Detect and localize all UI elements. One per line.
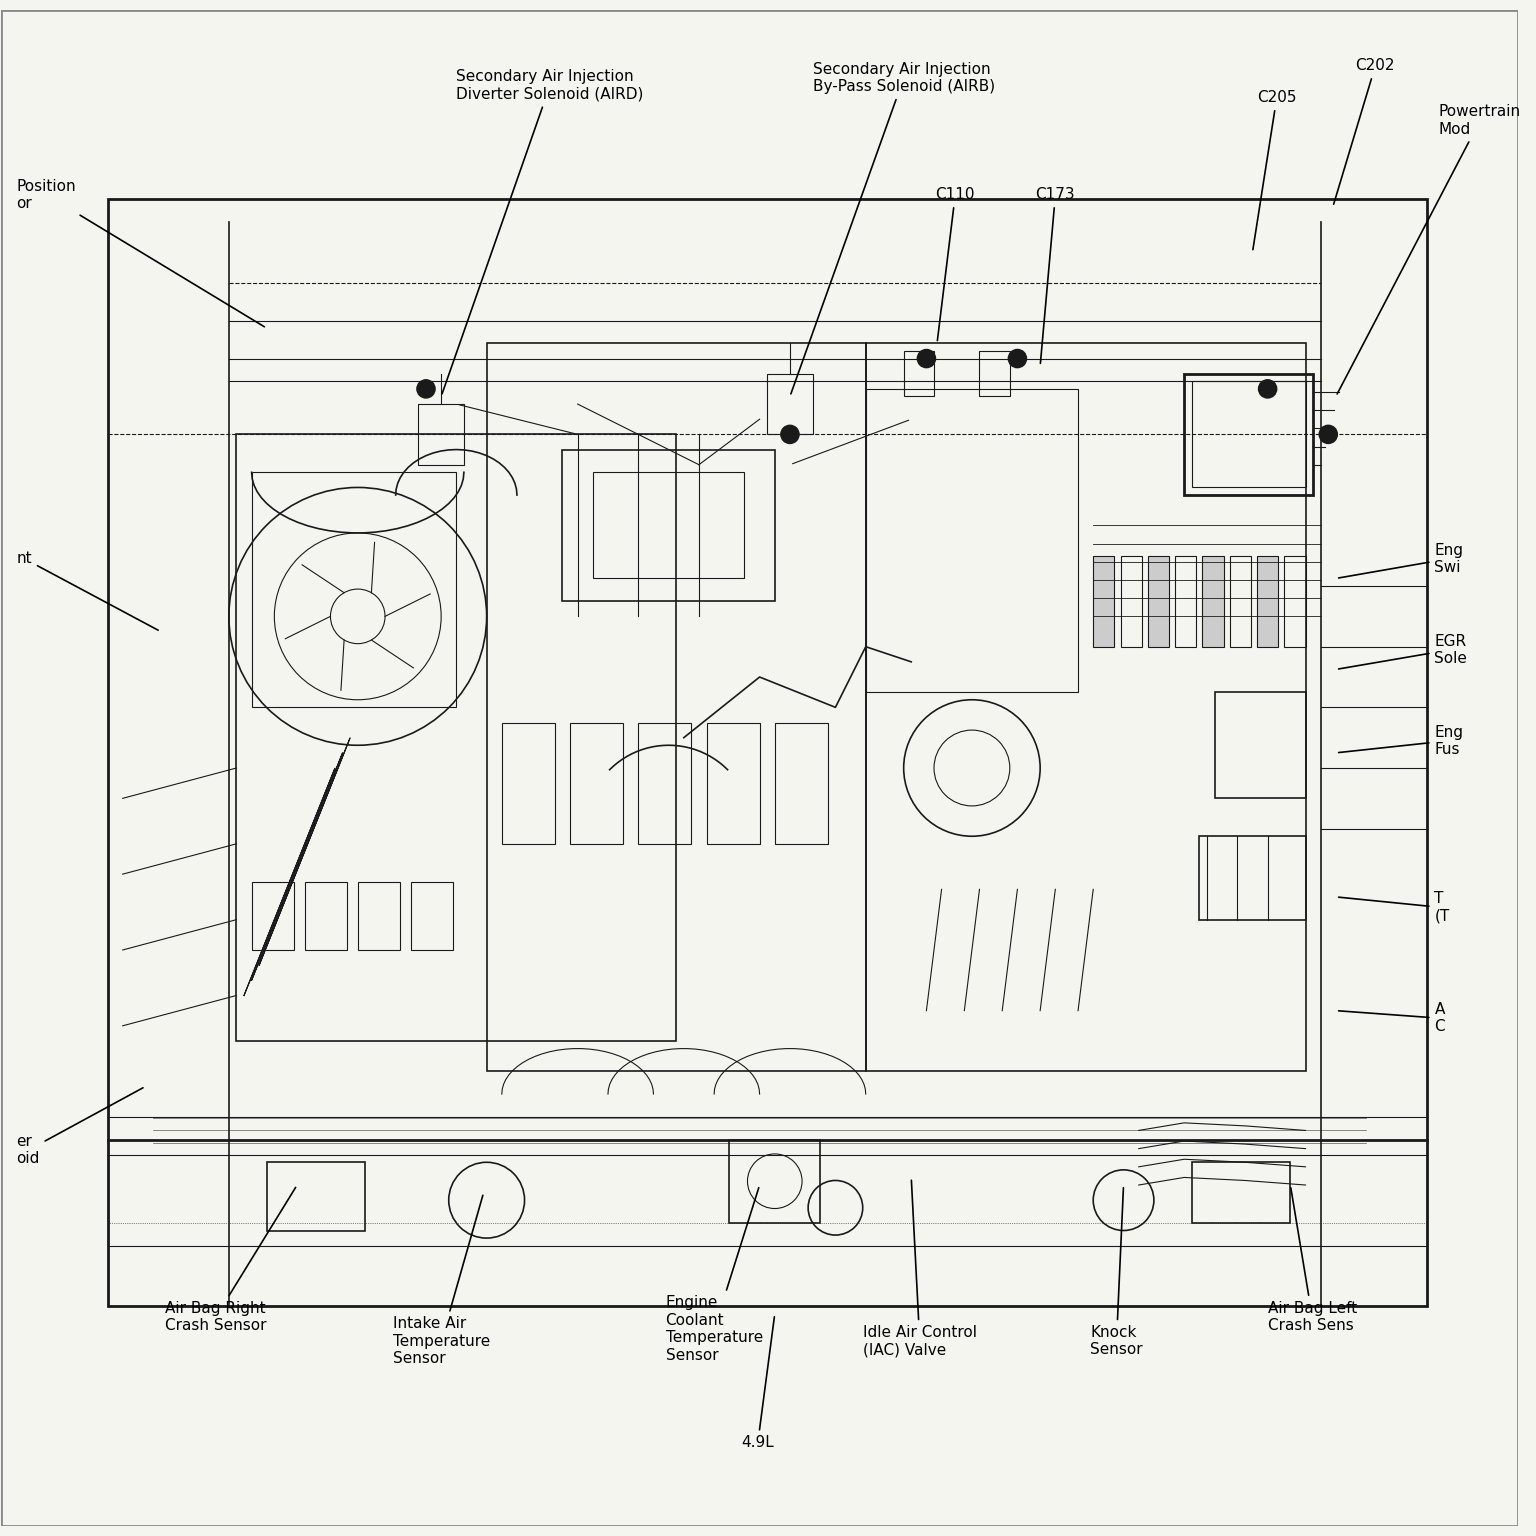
Bar — [766, 373, 813, 435]
Bar — [108, 200, 1427, 1306]
Bar — [487, 344, 866, 1071]
Text: Idle Air Control
(IAC) Valve: Idle Air Control (IAC) Valve — [863, 1180, 977, 1358]
Bar — [502, 722, 554, 843]
Bar — [1147, 556, 1169, 647]
Circle shape — [1008, 350, 1026, 367]
Bar — [252, 882, 293, 949]
Text: Secondary Air Injection
Diverter Solenoid (AIRD): Secondary Air Injection Diverter Solenoi… — [442, 69, 644, 393]
Bar — [866, 389, 1078, 693]
Bar — [1284, 556, 1306, 647]
Bar — [1192, 1163, 1290, 1223]
Text: Position
or: Position or — [17, 178, 264, 327]
Bar — [237, 435, 676, 1041]
Bar — [1094, 556, 1115, 647]
Circle shape — [416, 379, 435, 398]
Text: C205: C205 — [1253, 91, 1296, 250]
Text: Eng
Fus: Eng Fus — [1338, 725, 1464, 757]
Bar — [410, 882, 453, 949]
Text: A
C: A C — [1338, 1001, 1445, 1034]
Text: Air Bag Right
Crash Sensor: Air Bag Right Crash Sensor — [166, 1187, 295, 1333]
Bar — [1175, 556, 1197, 647]
Bar — [1215, 693, 1306, 799]
Bar — [1121, 556, 1141, 647]
Text: er
oid: er oid — [17, 1087, 143, 1166]
Text: C202: C202 — [1333, 58, 1395, 204]
Text: Engine
Coolant
Temperature
Sensor: Engine Coolant Temperature Sensor — [665, 1187, 763, 1362]
Bar — [252, 472, 456, 708]
Bar — [903, 352, 934, 396]
Bar — [1184, 373, 1313, 495]
Text: Powertrain
Mod: Powertrain Mod — [1338, 104, 1521, 395]
Text: nt: nt — [17, 551, 158, 630]
Bar — [418, 404, 464, 465]
Text: C173: C173 — [1035, 187, 1075, 364]
Bar — [304, 882, 347, 949]
Bar — [267, 1163, 366, 1230]
Bar — [1230, 556, 1250, 647]
Text: Air Bag Left
Crash Sens: Air Bag Left Crash Sens — [1267, 1187, 1356, 1333]
Text: T
(T: T (T — [1338, 891, 1450, 923]
Bar — [866, 344, 1306, 1071]
Bar — [774, 722, 828, 843]
Bar — [1192, 381, 1306, 487]
Bar — [593, 472, 745, 579]
Bar — [108, 1155, 1427, 1306]
Bar — [1203, 556, 1224, 647]
Text: Secondary Air Injection
By-Pass Solenoid (AIRB): Secondary Air Injection By-Pass Solenoid… — [791, 61, 995, 393]
Text: 4.9L: 4.9L — [742, 1316, 774, 1450]
Text: Intake Air
Temperature
Sensor: Intake Air Temperature Sensor — [393, 1195, 490, 1366]
Bar — [358, 882, 401, 949]
Bar — [707, 722, 760, 843]
Bar — [570, 722, 624, 843]
Circle shape — [1319, 425, 1338, 444]
Bar — [980, 352, 1009, 396]
Bar — [1200, 836, 1306, 920]
Text: Knock
Sensor: Knock Sensor — [1091, 1187, 1143, 1358]
Bar — [730, 1140, 820, 1223]
Bar — [639, 722, 691, 843]
Circle shape — [917, 350, 935, 367]
Bar — [562, 450, 774, 601]
Text: EGR
Sole: EGR Sole — [1338, 633, 1467, 670]
Circle shape — [1258, 379, 1276, 398]
Bar — [1256, 556, 1278, 647]
Text: Eng
Swi: Eng Swi — [1338, 542, 1464, 578]
Text: C110: C110 — [935, 187, 975, 341]
Circle shape — [780, 425, 799, 444]
